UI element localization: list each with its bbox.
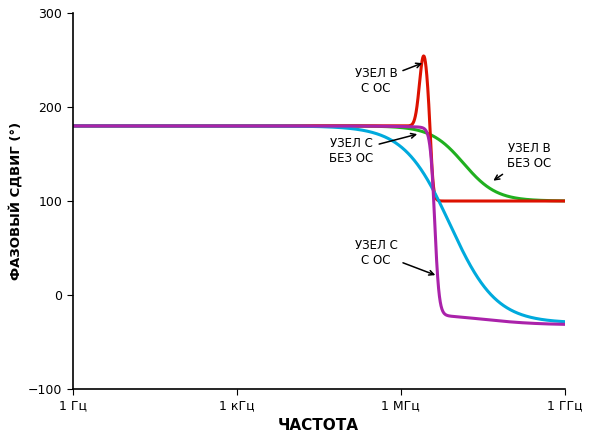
Text: УЗЕЛ В
БЕЗ ОС: УЗЕЛ В БЕЗ ОС	[495, 142, 551, 179]
Y-axis label: ФАЗОВЫЙ СДВИГ (°): ФАЗОВЫЙ СДВИГ (°)	[8, 122, 22, 280]
Text: УЗЕЛ С
С ОС: УЗЕЛ С С ОС	[355, 239, 434, 275]
X-axis label: ЧАСТОТА: ЧАСТОТА	[278, 418, 359, 433]
Text: УЗЕЛ С
БЕЗ ОС: УЗЕЛ С БЕЗ ОС	[329, 134, 415, 165]
Text: УЗЕЛ В
С ОС: УЗЕЛ В С ОС	[355, 63, 421, 95]
